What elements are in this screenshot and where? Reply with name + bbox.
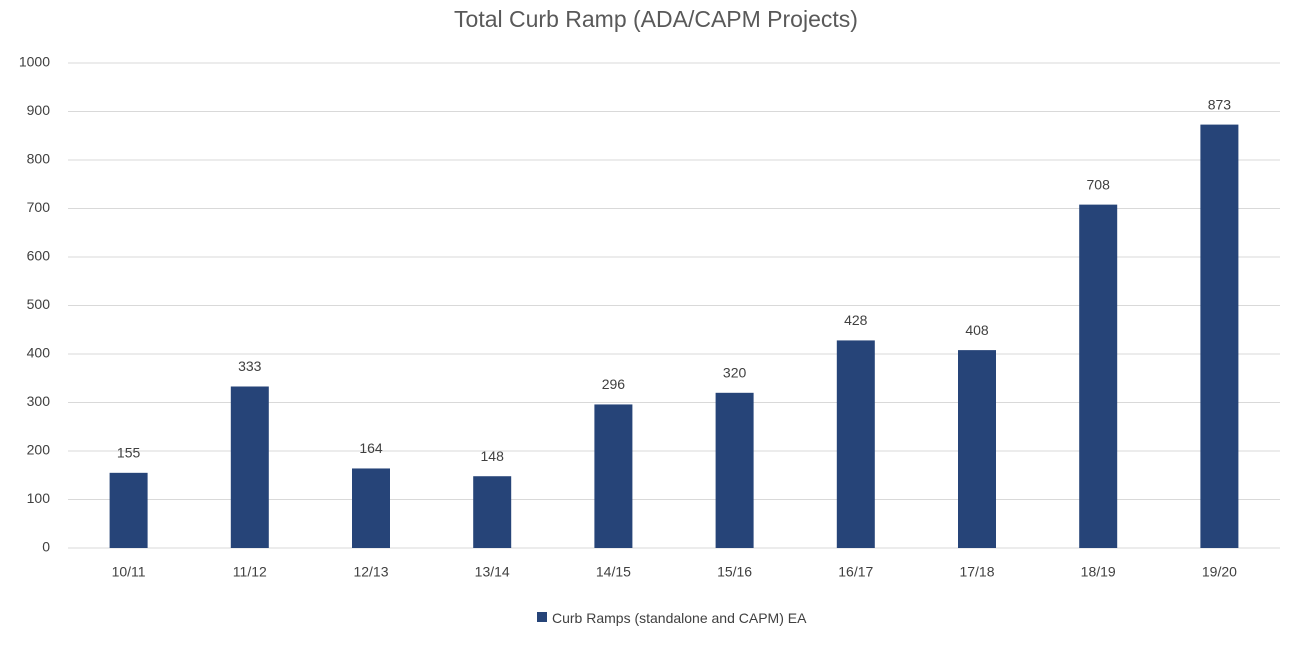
y-tick-label: 1000 [19,54,50,70]
data-label: 155 [117,445,141,461]
bar [594,404,633,548]
chart-title: Total Curb Ramp (ADA/CAPM Projects) [454,6,858,32]
x-tick-label: 16/17 [838,564,873,580]
x-tick-label: 10/11 [112,564,146,580]
bar [836,340,875,548]
bar [958,350,996,548]
y-tick-label: 800 [27,151,51,167]
data-label: 428 [844,312,868,328]
x-tick-label: 18/19 [1081,564,1116,580]
bar [715,392,754,548]
y-tick-label: 0 [42,539,50,555]
y-tick-label: 900 [27,102,51,118]
data-label: 408 [965,322,989,338]
bar [352,468,390,548]
x-tick-label: 11/12 [233,564,267,580]
data-label: 296 [602,376,626,392]
y-tick-label: 200 [27,442,51,458]
data-label: 708 [1087,176,1111,192]
x-tick-label: 13/14 [475,564,510,580]
data-label: 148 [481,448,505,464]
x-tick-label: 17/18 [959,564,994,580]
bar [109,472,148,548]
y-tick-label: 700 [27,199,51,215]
y-tick-label: 100 [27,490,51,506]
x-tick-label: 19/20 [1202,564,1237,580]
y-tick-label: 300 [27,393,51,409]
x-tick-label: 14/15 [596,564,631,580]
data-label: 873 [1208,96,1232,112]
y-tick-label: 400 [27,345,51,361]
legend-label: Curb Ramps (standalone and CAPM) EA [552,610,807,626]
bar [230,386,269,548]
x-tick-label: 15/16 [717,564,752,580]
y-tick-label: 500 [27,296,51,312]
legend-swatch [537,612,547,622]
bar [1200,124,1239,548]
data-label: 320 [723,365,747,381]
legend: Curb Ramps (standalone and CAPM) EA [537,608,852,628]
data-label: 333 [238,358,262,374]
y-tick-label: 600 [27,248,51,264]
bar [1079,204,1118,548]
data-label: 164 [359,440,383,456]
x-tick-label: 12/13 [353,564,388,580]
bar [473,476,512,548]
